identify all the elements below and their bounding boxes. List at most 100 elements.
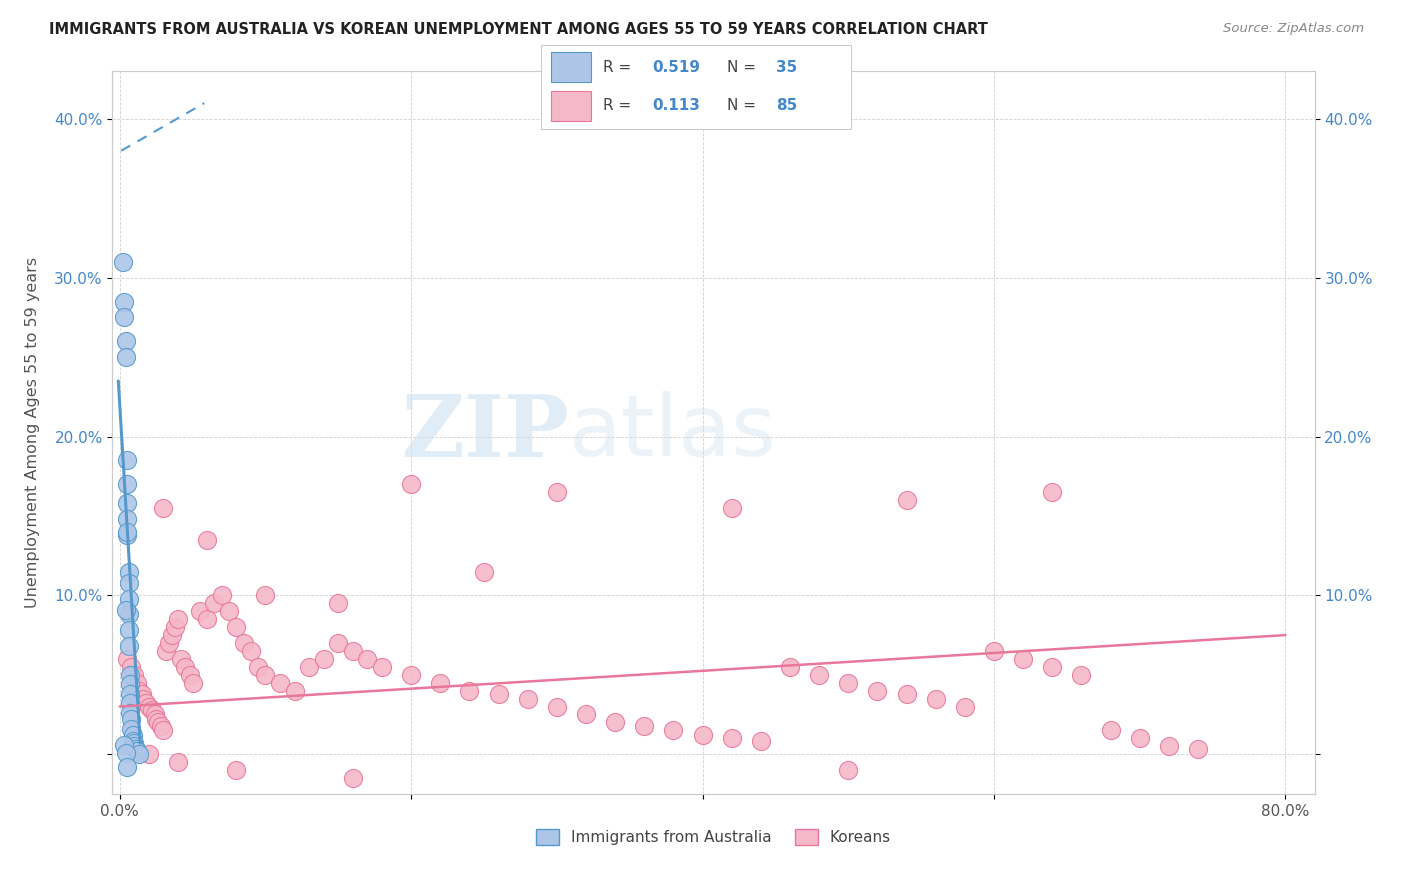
- Point: [1070, 667, 1092, 681]
- Point: [371, 660, 394, 674]
- Point: [117, 607, 139, 622]
- Point: [117, 624, 139, 638]
- Point: [138, 699, 160, 714]
- Point: [114, 602, 136, 616]
- Text: 0.113: 0.113: [652, 98, 700, 113]
- Text: ZIP: ZIP: [402, 391, 569, 475]
- Point: [546, 485, 568, 500]
- Point: [170, 652, 193, 666]
- Text: IMMIGRANTS FROM AUSTRALIA VS KOREAN UNEMPLOYMENT AMONG AGES 55 TO 59 YEARS CORRE: IMMIGRANTS FROM AUSTRALIA VS KOREAN UNEM…: [49, 22, 988, 37]
- Point: [117, 591, 139, 606]
- Point: [488, 687, 510, 701]
- Point: [149, 718, 172, 732]
- Point: [925, 691, 948, 706]
- Point: [124, 736, 146, 750]
- Point: [141, 703, 163, 717]
- Point: [458, 683, 481, 698]
- Point: [128, 747, 150, 761]
- Point: [127, 675, 149, 690]
- Point: [866, 683, 889, 698]
- Point: [125, 742, 148, 756]
- Point: [247, 660, 270, 674]
- Point: [575, 707, 598, 722]
- Point: [160, 628, 183, 642]
- Point: [115, 524, 138, 539]
- Point: [1129, 731, 1152, 746]
- Point: [225, 763, 247, 777]
- Point: [1040, 485, 1063, 500]
- Point: [779, 660, 801, 674]
- Point: [356, 652, 378, 666]
- Point: [117, 565, 139, 579]
- Point: [115, 760, 138, 774]
- Point: [837, 763, 859, 777]
- Point: [1157, 739, 1180, 754]
- Text: Source: ZipAtlas.com: Source: ZipAtlas.com: [1223, 22, 1364, 36]
- Point: [953, 699, 976, 714]
- Point: [115, 496, 138, 510]
- Point: [118, 697, 141, 711]
- Point: [1099, 723, 1122, 738]
- Point: [546, 699, 568, 714]
- Bar: [551, 91, 591, 120]
- Point: [633, 718, 655, 732]
- Point: [122, 728, 145, 742]
- Point: [896, 493, 918, 508]
- Point: [114, 334, 136, 349]
- Point: [117, 639, 139, 653]
- Point: [114, 746, 136, 760]
- Point: [1187, 742, 1209, 756]
- Point: [896, 687, 918, 701]
- Point: [118, 706, 141, 720]
- Point: [131, 687, 153, 701]
- Point: [808, 667, 831, 681]
- Point: [112, 294, 135, 309]
- Point: [254, 588, 277, 602]
- Point: [117, 575, 139, 590]
- Point: [516, 691, 538, 706]
- Point: [120, 722, 142, 736]
- Point: [342, 771, 364, 785]
- Point: [128, 683, 150, 698]
- Point: [284, 683, 307, 698]
- Point: [254, 667, 277, 681]
- Point: [167, 612, 190, 626]
- Point: [120, 712, 142, 726]
- Point: [232, 636, 254, 650]
- Point: [127, 744, 149, 758]
- Point: [112, 310, 135, 325]
- Point: [118, 667, 141, 681]
- Point: [145, 712, 167, 726]
- Point: [143, 707, 166, 722]
- Text: 0.519: 0.519: [652, 60, 700, 75]
- Point: [165, 620, 187, 634]
- Point: [115, 477, 138, 491]
- Point: [312, 652, 335, 666]
- Point: [155, 644, 177, 658]
- Point: [692, 728, 714, 742]
- Text: R =: R =: [603, 98, 637, 113]
- Point: [662, 723, 685, 738]
- Point: [328, 596, 350, 610]
- Text: N =: N =: [727, 60, 761, 75]
- Point: [181, 675, 204, 690]
- Point: [118, 677, 141, 691]
- Point: [195, 612, 218, 626]
- Legend: Immigrants from Australia, Koreans: Immigrants from Australia, Koreans: [530, 823, 897, 851]
- Point: [152, 723, 174, 738]
- Point: [115, 512, 138, 526]
- FancyBboxPatch shape: [541, 45, 851, 129]
- Point: [122, 734, 145, 748]
- Point: [269, 675, 291, 690]
- Text: N =: N =: [727, 98, 761, 113]
- Point: [135, 697, 157, 711]
- Point: [983, 644, 1005, 658]
- Point: [174, 660, 197, 674]
- Point: [218, 604, 240, 618]
- Point: [115, 453, 138, 467]
- Point: [112, 738, 135, 752]
- Point: [720, 731, 742, 746]
- Point: [472, 565, 495, 579]
- Point: [749, 734, 772, 748]
- Point: [429, 675, 451, 690]
